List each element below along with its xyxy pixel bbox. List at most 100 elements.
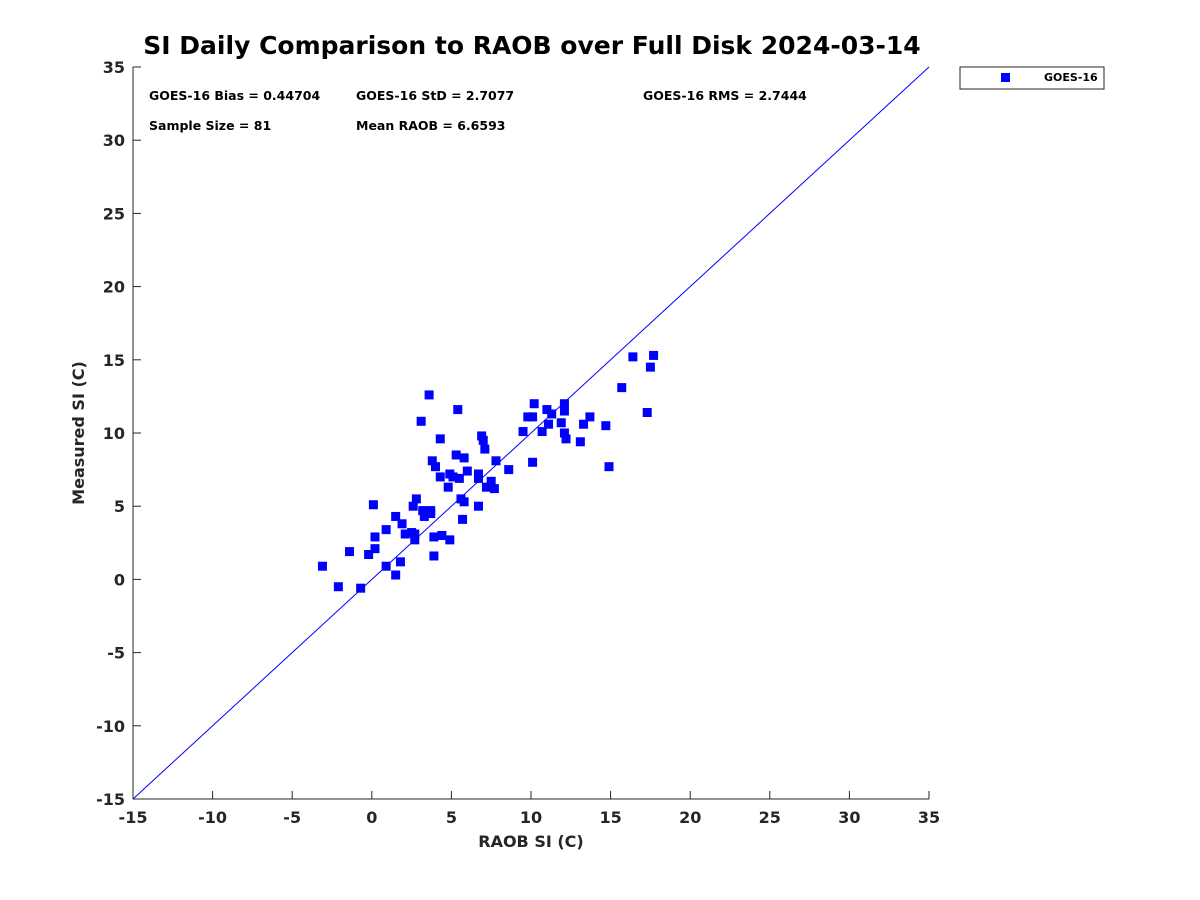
data-point	[473, 501, 483, 511]
x-tick-label: -10	[198, 808, 227, 827]
x-tick-label: 15	[599, 808, 621, 827]
data-point	[547, 409, 557, 419]
data-point	[448, 472, 458, 482]
data-point	[481, 482, 491, 492]
data-point	[419, 511, 429, 521]
x-tick-label: 25	[759, 808, 781, 827]
legend-box	[959, 66, 1105, 90]
data-point	[445, 535, 455, 545]
data-point	[489, 484, 499, 494]
x-tick-label: 0	[366, 808, 377, 827]
data-point	[364, 550, 374, 560]
data-point	[454, 473, 464, 483]
data-point	[368, 500, 378, 510]
data-point	[645, 362, 655, 372]
y-tick-label: -10	[96, 717, 125, 736]
data-point	[427, 456, 437, 466]
data-point	[370, 532, 380, 542]
stat-sample-size: Sample Size = 81	[149, 118, 271, 133]
y-tick-label: 0	[114, 570, 125, 589]
stat-rms: GOES-16 RMS = 2.7444	[643, 88, 807, 103]
data-point	[435, 434, 445, 444]
data-point	[391, 570, 401, 580]
y-tick-label: -15	[96, 790, 125, 809]
data-point	[411, 494, 421, 504]
data-point	[418, 506, 428, 516]
data-point	[451, 450, 461, 460]
legend-marker-square	[1001, 73, 1010, 82]
y-tick-label: 30	[103, 131, 125, 150]
x-tick-label: -5	[283, 808, 301, 827]
chart-title: SI Daily Comparison to RAOB over Full Di…	[143, 31, 920, 60]
data-point	[397, 519, 407, 529]
plot-area: -15 -10 -5 0 5 10 15 20 25 30 35 -15 -10 -5 0 5 10 15 20 2…	[96, 58, 940, 827]
x-tick-label: 5	[446, 808, 457, 827]
data-point	[556, 418, 566, 428]
data-point	[523, 412, 533, 422]
data-point	[617, 383, 627, 393]
data-point	[559, 399, 569, 409]
data-point	[537, 427, 547, 437]
stats-annotations: GOES-16 Bias = 0.44704 GOES-16 StD = 2.7…	[149, 88, 807, 133]
data-point	[649, 350, 659, 360]
data-point	[370, 544, 380, 554]
y-tick-label: 35	[103, 58, 125, 77]
y-tick-label: 25	[103, 204, 125, 223]
y-tick-label: -5	[107, 644, 125, 663]
data-point	[430, 462, 440, 472]
data-point	[424, 390, 434, 400]
data-point	[491, 456, 501, 466]
data-point	[381, 525, 391, 535]
y-tick-label: 20	[103, 278, 125, 297]
stat-std: GOES-16 StD = 2.7077	[356, 88, 514, 103]
data-point	[356, 583, 366, 593]
data-point	[480, 444, 490, 454]
x-tick-label: 10	[520, 808, 542, 827]
data-point	[504, 465, 514, 475]
data-point	[345, 547, 355, 557]
data-point	[391, 511, 401, 521]
data-point	[458, 514, 468, 524]
y-ticks: -15 -10 -5 0 5 10 15 20 25 30 35	[96, 58, 141, 809]
data-point	[575, 437, 585, 447]
x-axis-label: RAOB SI (C)	[478, 832, 583, 851]
y-axis-label: Measured SI (C)	[69, 361, 88, 505]
data-point	[400, 529, 410, 539]
data-point	[429, 551, 439, 561]
data-point	[408, 501, 418, 511]
data-point	[628, 352, 638, 362]
legend-label: GOES-16	[1044, 71, 1098, 84]
data-point	[579, 419, 589, 429]
data-point	[529, 399, 539, 409]
data-point	[333, 582, 343, 592]
data-point	[435, 472, 445, 482]
y-tick-label: 10	[103, 424, 125, 443]
data-point	[544, 419, 554, 429]
data-point	[381, 561, 391, 571]
data-point	[601, 421, 611, 431]
y-tick-label: 15	[103, 351, 125, 370]
data-point	[410, 535, 420, 545]
x-tick-label: 35	[918, 808, 940, 827]
data-point	[561, 434, 571, 444]
data-point	[443, 482, 453, 492]
data-point	[585, 412, 595, 422]
data-points	[317, 350, 659, 593]
data-point	[416, 416, 426, 426]
data-point	[642, 408, 652, 418]
data-point	[410, 529, 420, 539]
data-point	[559, 406, 569, 416]
x-tick-label: 30	[838, 808, 860, 827]
data-point	[459, 497, 469, 507]
x-tick-label: -15	[119, 808, 148, 827]
stat-bias: GOES-16 Bias = 0.44704	[149, 88, 320, 103]
x-tick-label: 20	[679, 808, 701, 827]
data-point	[473, 473, 483, 483]
one-to-one-line	[132, 66, 930, 800]
data-point	[426, 506, 436, 516]
data-point	[478, 435, 488, 445]
data-point	[462, 466, 472, 476]
data-point	[453, 405, 463, 415]
data-point	[559, 428, 569, 438]
